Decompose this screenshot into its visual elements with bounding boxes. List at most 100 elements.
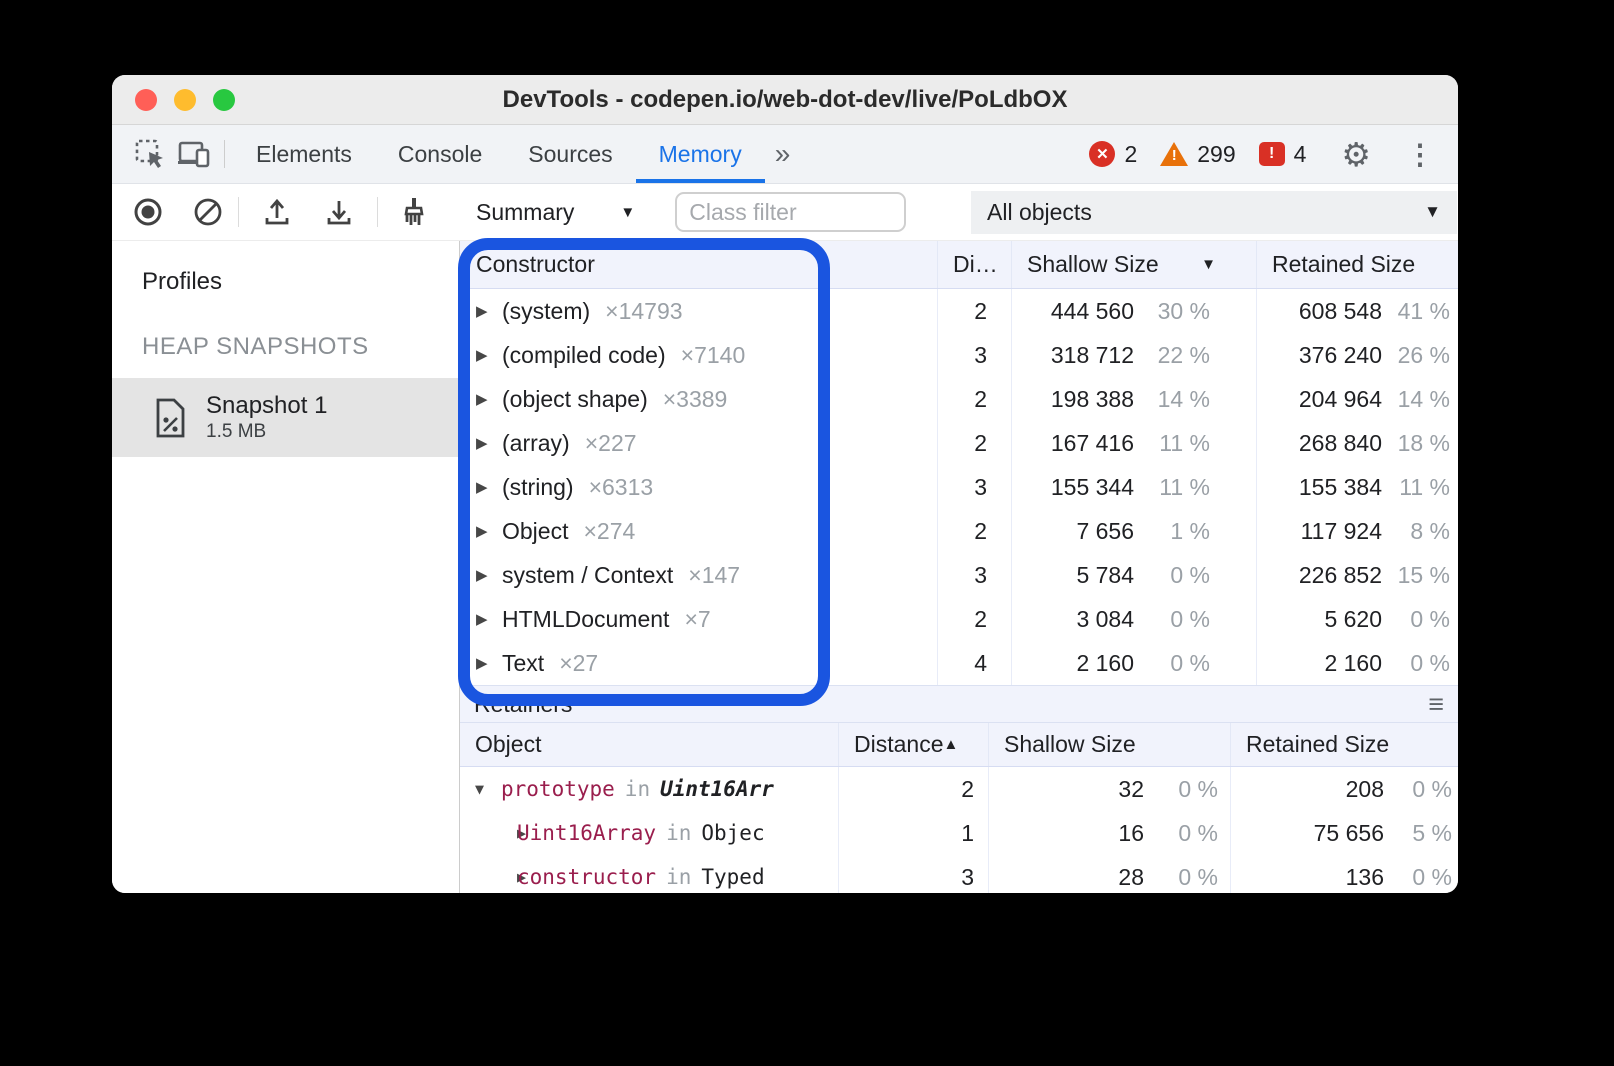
clear-profiles-button[interactable] [188, 192, 228, 232]
constructor-row[interactable]: ▶ Object ×274 2 7 656 1 % 117 924 8 % [460, 509, 1458, 553]
shallow-size-cell: 3 084 0 % [1012, 597, 1257, 641]
menu-dots-icon[interactable]: ⋮ [1406, 138, 1434, 170]
constructor-row[interactable]: ▶ Text ×27 4 2 160 0 % 2 160 0 % [460, 641, 1458, 685]
constructor-name: (object shape) [502, 385, 648, 412]
retainer-row[interactable]: ▼ prototype in Uint16Arr 2 32 0 % 208 0 [460, 767, 1458, 811]
constructor-row[interactable]: ▶ (string) ×6313 3 155 344 11 % 155 384 11… [460, 465, 1458, 509]
retained-size-cell: 75 656 5 % [1313, 819, 1452, 846]
shallow-size-cell: 7 656 1 % [1012, 509, 1257, 553]
expand-arrow-icon[interactable]: ▶ [476, 391, 488, 408]
device-toolbar-icon[interactable] [172, 132, 216, 176]
constructor-row[interactable]: ▶ (system) ×14793 2 444 560 30 % 608 548 4… [460, 289, 1458, 333]
distance-cell: 3 [839, 855, 989, 893]
sidebar-item-snapshot-1[interactable]: Snapshot 1 1.5 MB [112, 378, 459, 457]
expand-arrow-icon[interactable]: ▼ [475, 780, 485, 798]
minimize-window-button[interactable] [174, 89, 196, 111]
column-header-object[interactable]: Object [460, 723, 839, 766]
constructor-row[interactable]: ▶ system / Context ×147 3 5 784 0 % 226 8… [460, 553, 1458, 597]
snapshot-name: Snapshot 1 [206, 392, 328, 419]
column-header-shallow-size[interactable]: Shallow Size [989, 723, 1231, 766]
shallow-size-cell: 2 160 0 % [1012, 641, 1257, 685]
distance-cell: 2 [938, 289, 1012, 333]
distance-cell: 2 [938, 597, 1012, 641]
retainer-container-name: Uint16Arr [660, 777, 774, 801]
column-header-shallow-size[interactable]: Shallow Size ▼ [1012, 241, 1257, 288]
load-profile-button[interactable] [257, 192, 297, 232]
in-keyword: in [624, 777, 651, 801]
column-header-constructor[interactable]: Constructor [460, 241, 938, 288]
inspect-element-icon[interactable] [128, 132, 172, 176]
column-header-retained-size[interactable]: Retained Size [1272, 251, 1416, 277]
objects-scope-select[interactable]: All objects ▼ [971, 190, 1457, 234]
retainers-title: Retainers [474, 690, 573, 717]
clean-garbage-brush-icon[interactable] [394, 192, 434, 232]
devtools-tabbar: Elements Console Sources Memory » ✕ 2 ! … [112, 125, 1458, 184]
column-header-retained-size[interactable]: Retained Size [1246, 731, 1390, 757]
shallow-size-cell: 32 0 % [989, 767, 1231, 811]
expand-arrow-icon[interactable]: ▶ [476, 567, 488, 584]
expand-arrow-icon[interactable]: ▶ [517, 868, 527, 886]
in-keyword: in [666, 821, 692, 845]
dropdown-arrow-icon: ▼ [620, 203, 636, 221]
retainer-property-name[interactable]: prototype [501, 777, 615, 801]
constructor-cell: ▶ (object shape) ×3389 [460, 377, 938, 421]
hamburger-menu-icon[interactable]: ≡ [1428, 688, 1444, 719]
retained-size-cell: 117 924 8 % [1300, 517, 1450, 544]
retained-size-cell: 2 160 0 % [1324, 649, 1450, 676]
status-badges: ✕ 2 ! 299 ! 4 ⚙ ⋮ [1075, 135, 1458, 174]
tab-sources[interactable]: Sources [528, 140, 613, 167]
distance-cell: 1 [839, 811, 989, 855]
retainer-row[interactable]: ▶ constructor in Typed 3 28 0 % 136 0 % [460, 855, 1458, 893]
objects-scope-value: All objects [987, 198, 1092, 225]
constructor-row[interactable]: ▶ (object shape) ×3389 2 198 388 14 % 204… [460, 377, 1458, 421]
expand-arrow-icon[interactable]: ▶ [517, 824, 527, 842]
expand-arrow-icon[interactable]: ▶ [476, 435, 488, 452]
tab-console[interactable]: Console [397, 140, 483, 167]
tab-elements[interactable]: Elements [256, 140, 352, 167]
constructor-row[interactable]: ▶ (array) ×227 2 167 416 11 % 268 840 18 % [460, 421, 1458, 465]
expand-arrow-icon[interactable]: ▶ [476, 523, 488, 540]
expand-arrow-icon[interactable]: ▶ [476, 655, 488, 672]
constructor-name: Object [502, 517, 569, 544]
zoom-window-button[interactable] [213, 89, 235, 111]
constructor-name: (compiled code) [502, 341, 666, 368]
profile-view-value: Summary [476, 198, 575, 225]
expand-arrow-icon[interactable]: ▶ [476, 479, 488, 496]
distance-cell: 2 [938, 421, 1012, 465]
expand-arrow-icon[interactable]: ▶ [476, 347, 488, 364]
profile-view-select[interactable]: Summary ▼ [476, 199, 635, 226]
retainers-header-row: Object Distance ▲ Shallow Size Retained … [460, 723, 1458, 767]
constructor-row[interactable]: ▶ (compiled code) ×7140 3 318 712 22 % 37… [460, 333, 1458, 377]
heap-snapshot-file-icon [156, 398, 185, 437]
constructor-name: (array) [502, 429, 570, 456]
instance-count: ×6313 [588, 473, 654, 500]
close-window-button[interactable] [135, 89, 157, 111]
class-filter-input[interactable] [675, 192, 907, 232]
retained-size-cell: 155 384 11 % [1298, 473, 1450, 500]
settings-gear-icon[interactable]: ⚙ [1341, 135, 1371, 173]
column-header-distance[interactable]: Distance ▲ [839, 723, 989, 766]
tab-memory[interactable]: Memory [635, 125, 765, 183]
warnings-badge[interactable]: ! 299 [1160, 141, 1236, 168]
instance-count: ×27 [559, 649, 599, 676]
shallow-size-cell: 444 560 30 % [1012, 289, 1257, 333]
shallow-size-cell: 5 784 0 % [1012, 553, 1257, 597]
constructor-cell: ▶ (string) ×6313 [460, 465, 938, 509]
instance-count: ×227 [584, 429, 637, 456]
more-tabs-icon[interactable]: » [774, 138, 791, 169]
issues-badge[interactable]: ! 4 [1258, 141, 1306, 168]
constructor-cell: ▶ (system) ×14793 [460, 289, 938, 333]
instance-count: ×7 [684, 605, 711, 632]
expand-arrow-icon[interactable]: ▶ [476, 303, 488, 320]
retainer-property-name[interactable]: constructor [517, 865, 657, 889]
retainer-row[interactable]: ▶ Uint16Array in Objec 1 16 0 % 75 656 5 [460, 811, 1458, 855]
retainer-object-cell: ▶ constructor in Typed [460, 855, 839, 893]
errors-badge[interactable]: ✕ 2 [1089, 141, 1137, 168]
retainer-property-name[interactable]: Uint16Array [517, 821, 657, 845]
save-profile-button[interactable] [319, 192, 359, 232]
record-heap-snapshot-button[interactable] [128, 192, 168, 232]
expand-arrow-icon[interactable]: ▶ [476, 611, 488, 628]
toolbar-divider [238, 197, 239, 227]
column-header-distance[interactable]: Di… [938, 241, 1012, 288]
constructor-row[interactable]: ▶ HTMLDocument ×7 2 3 084 0 % 5 620 0 % [460, 597, 1458, 641]
